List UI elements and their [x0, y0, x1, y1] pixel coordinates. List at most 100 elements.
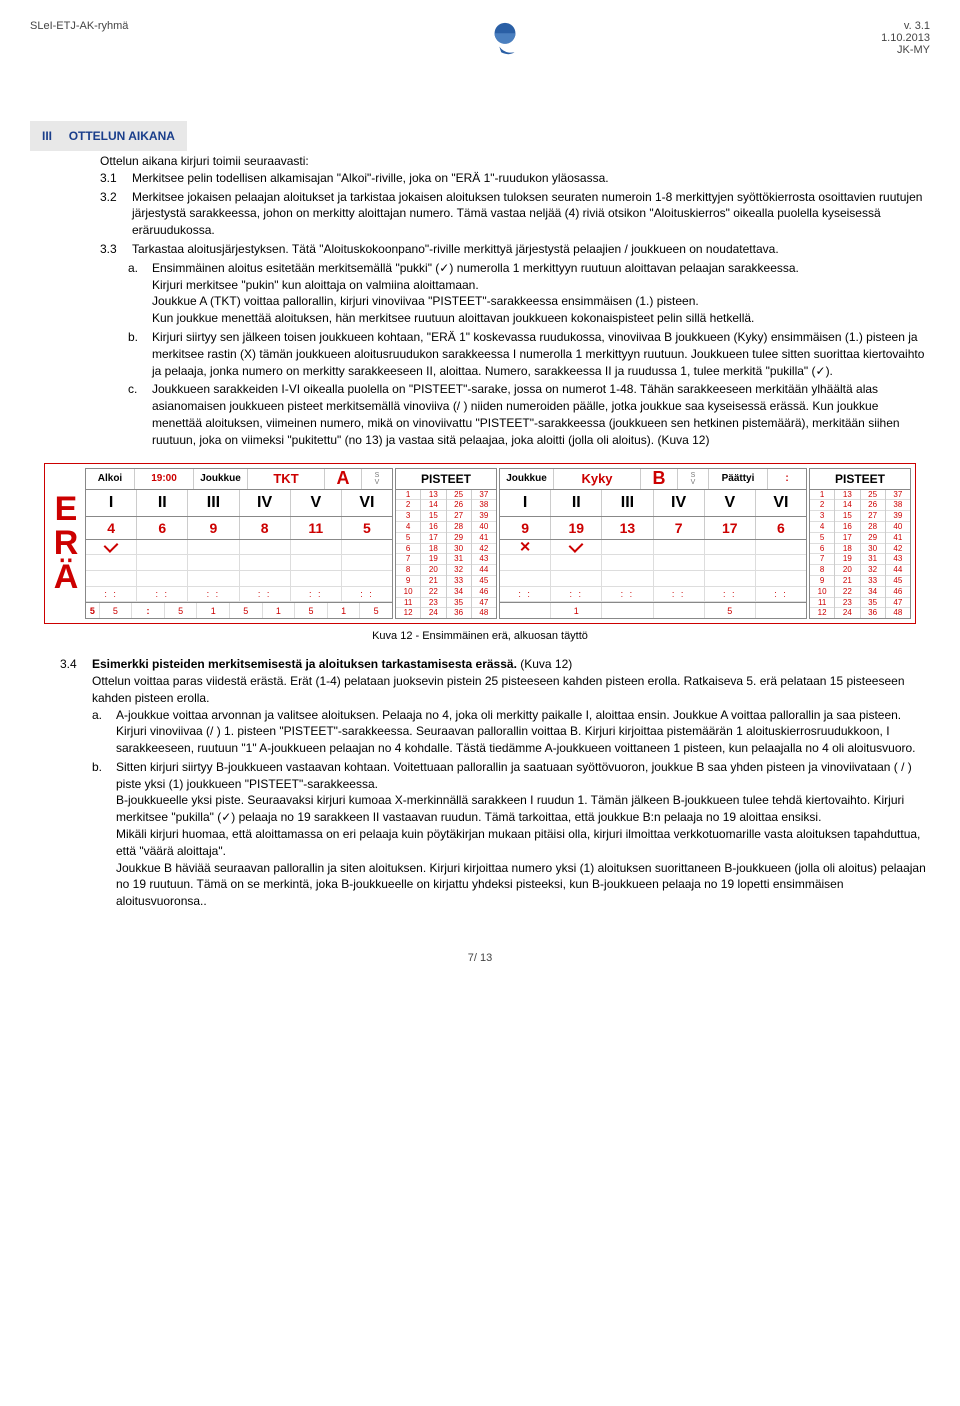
page-footer: 7/ 13 — [30, 952, 930, 964]
figure-12: E R Ä Alkoi 19:00 Joukkue TKT A SV I II … — [30, 463, 930, 643]
pisteet-cell: 18 — [835, 544, 859, 555]
pisteet-cell: 48 — [472, 608, 496, 618]
pisteet-cell: 25 — [447, 490, 471, 501]
item-3-1: 3.1 Merkitsee pelin todellisen alkamisaj… — [100, 170, 930, 187]
page-header: SLeI-ETJ-AK-ryhmä v. 3.1 1.10.2013 JK-MY — [30, 20, 930, 61]
version: v. 3.1 — [881, 20, 930, 32]
pisteet-cell: 40 — [472, 522, 496, 533]
team-a-grid: : :: :: :: :: :: : 5 5 : 5 1 5 1 5 1 5 — [86, 540, 392, 619]
pisteet-cell: 36 — [861, 608, 885, 618]
era-column: E R Ä — [49, 468, 83, 620]
team-name: TKT — [248, 469, 325, 489]
team-b-grid: : :: :: :: :: :: : 1 5 — [500, 540, 806, 619]
author: JK-MY — [881, 44, 930, 56]
pisteet-cell: 9 — [810, 576, 834, 587]
pisteet-title: PISTEET — [396, 469, 496, 490]
pisteet-cell: 19 — [835, 554, 859, 565]
alkoi-label: Alkoi — [98, 473, 122, 484]
pisteet-cell: 21 — [421, 576, 445, 587]
era-letter: Ä — [54, 560, 79, 594]
pisteet-cell: 28 — [861, 522, 885, 533]
team-a-block: Alkoi 19:00 Joukkue TKT A SV I II III IV… — [85, 468, 393, 620]
section-roman: III — [42, 129, 52, 143]
item-num: 3.3 — [100, 241, 132, 258]
roman-cell: VI — [342, 490, 392, 516]
roman-cell: IV — [654, 490, 705, 516]
bottom-cell: 5 — [100, 603, 133, 618]
pisteet-cell: 18 — [421, 544, 445, 555]
pisteet-cell: 3 — [810, 511, 834, 522]
pisteet-cell: 34 — [861, 587, 885, 598]
item-title: Esimerkki pisteiden merkitsemisestä ja a… — [92, 657, 517, 671]
pisteet-cell: 45 — [472, 576, 496, 587]
bottom-cell: 5 — [705, 603, 756, 618]
pisteet-cell: 9 — [396, 576, 420, 587]
bottom-cell: 1 — [328, 603, 361, 618]
num-cell: 8 — [240, 517, 291, 539]
joukkue-label: Joukkue — [506, 473, 547, 484]
item-text: Merkitsee jokaisen pelaajan aloitukset j… — [132, 189, 930, 239]
alkoi-time: 19:00 — [135, 469, 194, 489]
pisteet-title: PISTEET — [810, 469, 910, 490]
roman-cell: III — [602, 490, 653, 516]
scoresheet: E R Ä Alkoi 19:00 Joukkue TKT A SV I II … — [44, 463, 916, 625]
figure-caption: Kuva 12 - Ensimmäinen erä, alkuosan täyt… — [30, 630, 930, 642]
bottom-cell: 5 — [360, 603, 392, 618]
item-3-3: 3.3 Tarkastaa aloitusjärjestyksen. Tätä … — [100, 241, 930, 258]
pisteet-cell: 47 — [472, 598, 496, 609]
subitem-b: b. Kirjuri siirtyy sen jälkeen toisen jo… — [128, 329, 930, 379]
pisteet-cell: 36 — [447, 608, 471, 618]
pisteet-cell: 17 — [421, 533, 445, 544]
pisteet-cell: 13 — [421, 490, 445, 501]
pisteet-cell: 4 — [396, 522, 420, 533]
sub-content: Sitten kirjuri siirtyy B-joukkueen vasta… — [116, 759, 930, 910]
pisteet-cell: 19 — [421, 554, 445, 565]
pisteet-cell: 13 — [835, 490, 859, 501]
sub-label: c. — [128, 381, 152, 448]
s-label: S — [691, 472, 696, 479]
item-content: Esimerkki pisteiden merkitsemisestä ja a… — [92, 656, 930, 912]
pisteet-cell: 23 — [421, 598, 445, 609]
team-a-header: Alkoi 19:00 Joukkue TKT A SV — [86, 469, 392, 490]
pisteet-cell: 31 — [861, 554, 885, 565]
sub-text: B-joukkueelle yksi piste. Seuraavaksi ki… — [116, 793, 904, 824]
pisteet-cell: 12 — [396, 608, 420, 618]
roman-cell: VI — [756, 490, 806, 516]
bottom-cell: 5 — [230, 603, 263, 618]
subitem-c: c. Joukkueen sarakkeiden I-VI oikealla p… — [128, 381, 930, 448]
pisteet-cell: 12 — [810, 608, 834, 618]
pisteet-cell: 27 — [861, 511, 885, 522]
player-nums-row: 9 19 13 7 17 6 — [500, 517, 806, 540]
section-3: III OTTELUN AIKANA Ottelun aikana kirjur… — [30, 121, 930, 449]
sub-text: Joukkue B häviää seuraavan pallorallin j… — [116, 861, 926, 909]
pisteet-cell: 28 — [447, 522, 471, 533]
joukkue-label: Joukkue — [200, 473, 241, 484]
num-cell: 7 — [654, 517, 705, 539]
date: 1.10.2013 — [881, 32, 930, 44]
pisteet-cell: 27 — [447, 511, 471, 522]
pisteet-cell: 41 — [886, 533, 910, 544]
paattyi-label: Päättyi — [722, 473, 755, 484]
pisteet-cell: 30 — [447, 544, 471, 555]
era-letter: E — [55, 492, 78, 526]
header-left: SLeI-ETJ-AK-ryhmä — [30, 20, 128, 32]
pisteet-cell: 37 — [472, 490, 496, 501]
pisteet-cell: 37 — [886, 490, 910, 501]
pisteet-cell: 6 — [396, 544, 420, 555]
v-label: V — [375, 479, 380, 486]
pisteet-cell: 20 — [421, 565, 445, 576]
pisteet-cell: 1 — [396, 490, 420, 501]
pisteet-cell: 15 — [421, 511, 445, 522]
pisteet-cell: 21 — [835, 576, 859, 587]
pisteet-cell: 11 — [810, 598, 834, 609]
item-3-4: 3.4 Esimerkki pisteiden merkitsemisestä … — [60, 656, 930, 912]
subitem-a: a. Ensimmäinen aloitus esitetään merkits… — [128, 260, 930, 327]
item-num: 3.4 — [60, 656, 92, 912]
pisteet-cell: 8 — [396, 565, 420, 576]
bottom-cell: 1 — [263, 603, 296, 618]
pisteet-cell: 41 — [472, 533, 496, 544]
bottom-cell: 5 — [295, 603, 328, 618]
pisteet-cell: 4 — [810, 522, 834, 533]
sub-text: A-joukkue voittaa arvonnan ja valitsee a… — [116, 707, 930, 757]
roman-cell: I — [500, 490, 551, 516]
